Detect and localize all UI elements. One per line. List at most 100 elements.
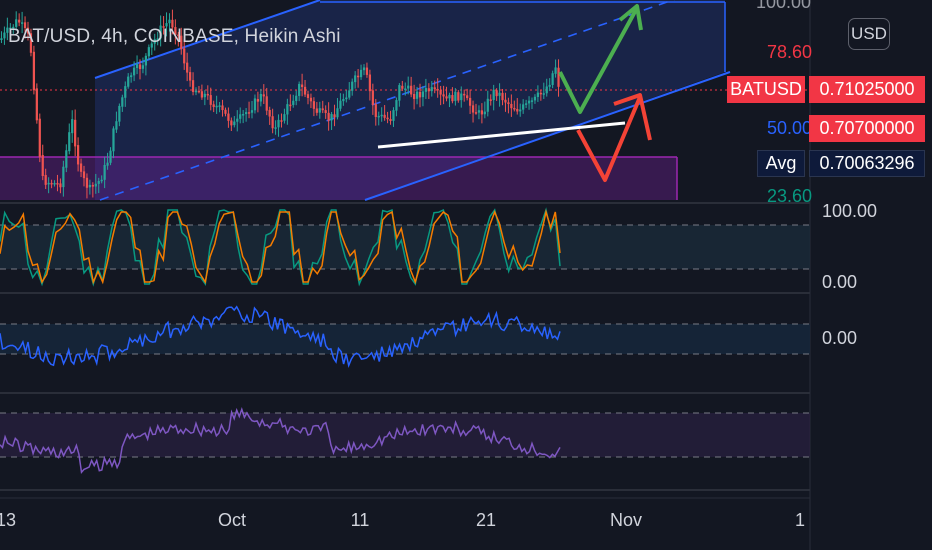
candle-body [539,92,542,95]
candle [124,81,127,107]
candle-body [236,118,239,122]
candle-body [480,110,484,115]
candle [218,101,221,113]
candle [457,90,460,103]
candle [159,15,162,47]
time-label-nov: Nov [609,510,643,530]
candle [501,89,504,106]
candle [463,89,466,102]
candle-body [395,100,398,111]
candle [53,180,56,187]
candle [433,80,436,94]
candle-body [150,43,153,48]
candle-body [144,55,148,66]
candle [20,11,24,34]
candle-body [206,93,209,96]
candle [74,109,77,157]
candle-body [203,93,206,98]
candle-body [44,174,47,185]
candle-body [415,91,419,99]
candle [471,100,475,123]
candle-body [383,114,386,118]
candle-body [76,145,80,165]
candle [6,17,9,41]
second-price-tag: 0.70700000 [809,115,925,142]
forecast-up-path [558,7,639,114]
candle-body [336,108,339,118]
candle [197,85,201,94]
candle-body [362,67,366,71]
candle-body [124,86,127,98]
candle [424,78,428,99]
candle-body [286,104,289,115]
candle-body [274,127,277,129]
cci-band [0,324,810,354]
candle [230,117,233,132]
currency-button[interactable]: USD [848,18,890,50]
candle-body [244,112,248,115]
candle [244,108,248,122]
candle [26,21,30,41]
candle [174,19,177,45]
candle-body [153,39,156,44]
candle [221,99,224,117]
candle [97,177,100,194]
candle [271,108,274,134]
candle-body [94,183,97,187]
candle-body [15,19,18,27]
candle [118,103,121,127]
candle-body [457,92,460,101]
candle [283,108,286,124]
candle-body [536,92,540,97]
fib-label-236: 23.60 [766,186,812,206]
candle [336,98,339,120]
candle [448,92,451,108]
candle-body [259,94,262,102]
candle [292,94,295,108]
candle [486,90,489,117]
candle [374,98,377,126]
candle [348,82,351,100]
candle-body [197,90,201,93]
candle-body [407,85,410,89]
symbol-title[interactable]: BAT/USD, 4h, COINBASE, Heikin Ashi [8,26,341,47]
candle-body [471,105,475,113]
candle [371,83,374,115]
candle-body [398,85,401,101]
avg-label-tag: Avg [757,150,805,177]
candle-body [551,73,554,85]
avg-price-tag: 0.70063296 [809,150,925,177]
candle [527,96,531,110]
candle-body [533,96,537,101]
candle [430,81,433,97]
candle-body [212,104,215,107]
candle [321,100,324,114]
candle-body [380,114,383,117]
candle-body [265,96,268,111]
candle [242,109,245,124]
candle-body [507,102,510,105]
candle [354,71,357,89]
candle [383,105,386,121]
candle [209,87,212,111]
candle [183,39,186,70]
candle [365,62,369,78]
candle [168,13,171,32]
candle [522,99,525,114]
candle [68,123,71,155]
candle-body [306,94,310,98]
candle [380,107,383,122]
candle-body [410,85,413,95]
candle-body [20,22,24,24]
candle [510,94,513,117]
candle-body [262,94,265,97]
candle-body [162,26,165,28]
forecast-down-path [576,96,642,182]
candle-body [309,97,313,102]
candle-body [130,75,133,78]
time-label-oct: Oct [217,510,247,530]
candle-body [56,183,59,185]
candle-body [389,119,392,121]
candle [445,86,448,102]
